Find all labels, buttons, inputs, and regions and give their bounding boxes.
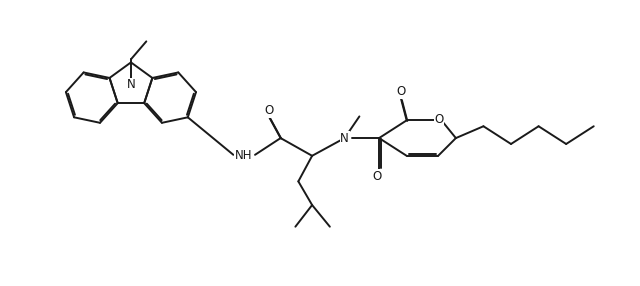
Text: NH: NH: [234, 149, 252, 162]
Text: O: O: [435, 113, 444, 126]
Text: O: O: [264, 104, 273, 117]
Text: O: O: [396, 85, 405, 98]
Text: N: N: [340, 132, 349, 145]
Text: O: O: [372, 170, 381, 183]
Text: N: N: [127, 78, 135, 92]
